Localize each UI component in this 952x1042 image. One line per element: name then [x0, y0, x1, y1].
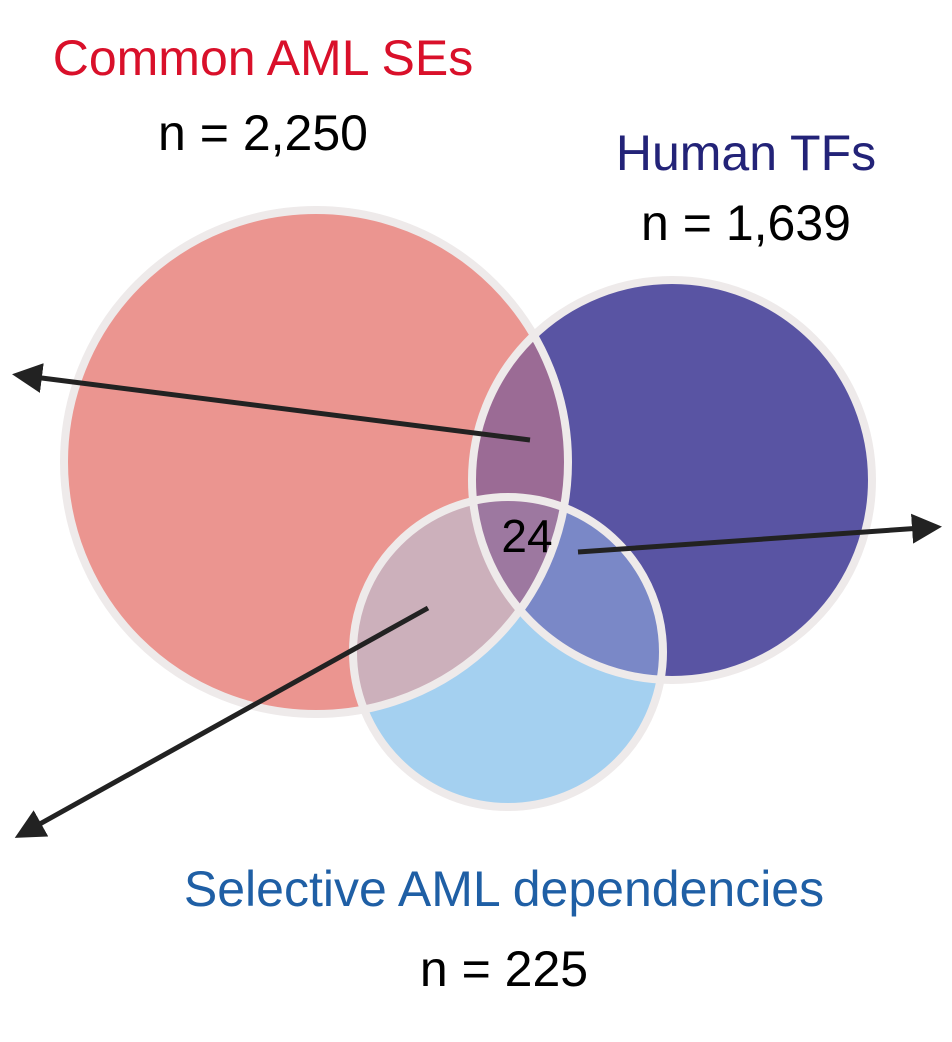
set-regions — [60, 206, 876, 811]
set-count: n = 225 — [420, 941, 588, 997]
arrow — [577, 513, 942, 555]
set-label: Selective AML dependencies — [184, 861, 824, 917]
arrow — [12, 363, 531, 443]
set-outline — [468, 276, 876, 684]
arrow — [14, 605, 430, 838]
set-label: Human TFs — [616, 125, 876, 181]
set-count: n = 2,250 — [158, 105, 368, 161]
set-outline — [60, 206, 572, 718]
set-count: n = 1,639 — [641, 195, 851, 251]
set-label: Common AML SEs — [53, 30, 474, 86]
intersection-count: 24 — [501, 510, 552, 562]
